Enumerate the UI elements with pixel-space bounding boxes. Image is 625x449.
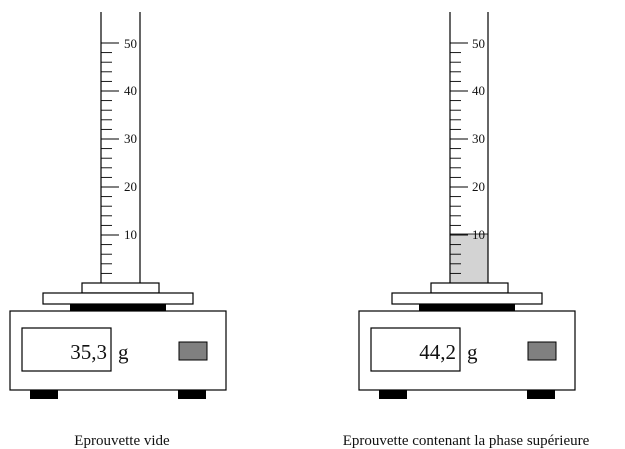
tare-button[interactable] — [178, 341, 208, 361]
display-value: 44,2 — [419, 340, 456, 364]
balance-foot-right — [178, 390, 206, 399]
tick-label-40: 40 — [124, 83, 137, 98]
tick-label-40: 40 — [472, 83, 485, 98]
graduated-cylinder: 10 20 30 40 50 — [100, 12, 141, 283]
display-unit: g — [118, 340, 129, 364]
balance-display — [370, 327, 461, 372]
balance-pan — [391, 292, 543, 305]
tick-label-30: 30 — [124, 131, 137, 146]
tick-label-50: 50 — [124, 36, 137, 51]
tick-label-50: 50 — [472, 36, 485, 51]
balance-foot-left — [30, 390, 58, 399]
setup-empty: 10 20 30 40 50 35,3 g Eprouvette vide — [9, 12, 227, 449]
tare-button[interactable] — [527, 341, 557, 361]
tick-label-30: 30 — [472, 131, 485, 146]
tick-label-20: 20 — [472, 179, 485, 194]
balance-display — [21, 327, 112, 372]
graduated-cylinder: 10 20 30 40 50 — [449, 12, 489, 284]
graduation-ticks — [101, 42, 119, 274]
balance-foot-right — [527, 390, 555, 399]
tick-label-10: 10 — [472, 227, 485, 242]
display-value: 35,3 — [70, 340, 107, 364]
tick-label-20: 20 — [124, 179, 137, 194]
balance-pan — [42, 292, 194, 305]
tick-label-10: 10 — [124, 227, 137, 242]
graduation-ticks — [450, 42, 468, 274]
caption-upper-phase: Eprouvette contenant la phase supérieure — [343, 433, 590, 449]
balance-foot-left — [379, 390, 407, 399]
pan-support — [419, 304, 515, 311]
cylinder-base — [81, 282, 160, 294]
setup-upper-phase: 10 20 30 40 50 44,2 g Eprouvette contena… — [343, 12, 590, 449]
pan-support — [70, 304, 166, 311]
display-unit: g — [467, 340, 478, 364]
cylinder-base — [430, 282, 509, 294]
caption-empty: Eprouvette vide — [74, 433, 170, 449]
